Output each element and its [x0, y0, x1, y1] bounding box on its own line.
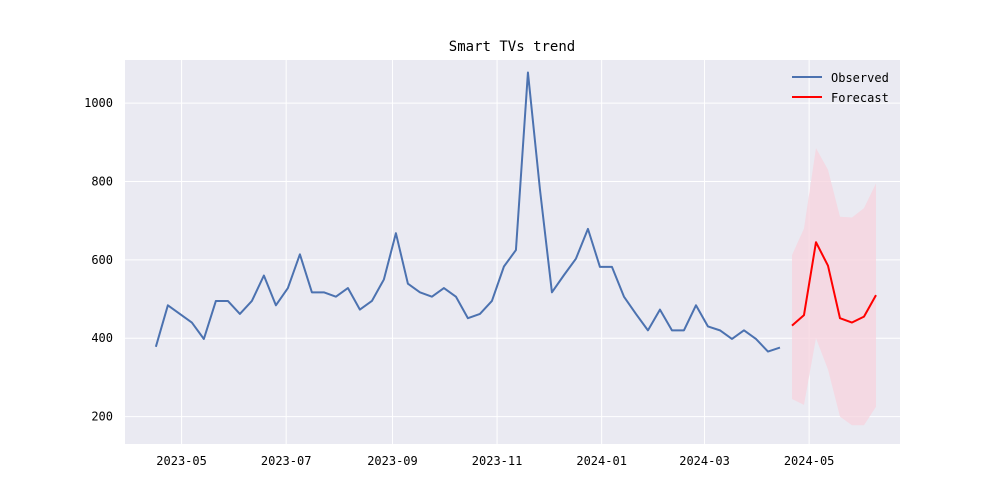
- y-tick-label: 400: [91, 331, 113, 345]
- observed-line: [154, 71, 781, 353]
- chart-title: Smart TVs trend: [449, 39, 575, 55]
- x-tick-label: 2024-01: [576, 454, 627, 468]
- legend-forecast-label: Forecast: [831, 91, 889, 105]
- forecast-line: [791, 241, 877, 327]
- forecast-confidence-band: [791, 148, 876, 426]
- legend-observed-label: Observed: [831, 71, 889, 85]
- x-axis: 2023-05 2023-07 2023-09 2023-11 2024-01 2024-…: [156, 454, 834, 468]
- x-tick-label: 2023-05: [156, 454, 207, 468]
- x-tick-label: 2023-11: [472, 454, 523, 468]
- y-axis: 200 400 600 800 1000: [84, 96, 113, 423]
- y-tick-label: 1000: [84, 96, 113, 110]
- confidence-band-layer: [791, 148, 876, 426]
- y-tick-label: 200: [91, 410, 113, 424]
- grid-lines: [125, 60, 900, 444]
- x-tick-label: 2023-09: [367, 454, 418, 468]
- plot-area: [125, 60, 900, 444]
- legend: Observed Forecast: [792, 71, 889, 105]
- x-tick-label: 2024-03: [679, 454, 730, 468]
- x-tick-label: 2023-07: [261, 454, 312, 468]
- y-tick-label: 800: [91, 174, 113, 188]
- series-lines: [154, 71, 877, 353]
- y-tick-label: 600: [91, 253, 113, 267]
- x-tick-label: 2024-05: [784, 454, 835, 468]
